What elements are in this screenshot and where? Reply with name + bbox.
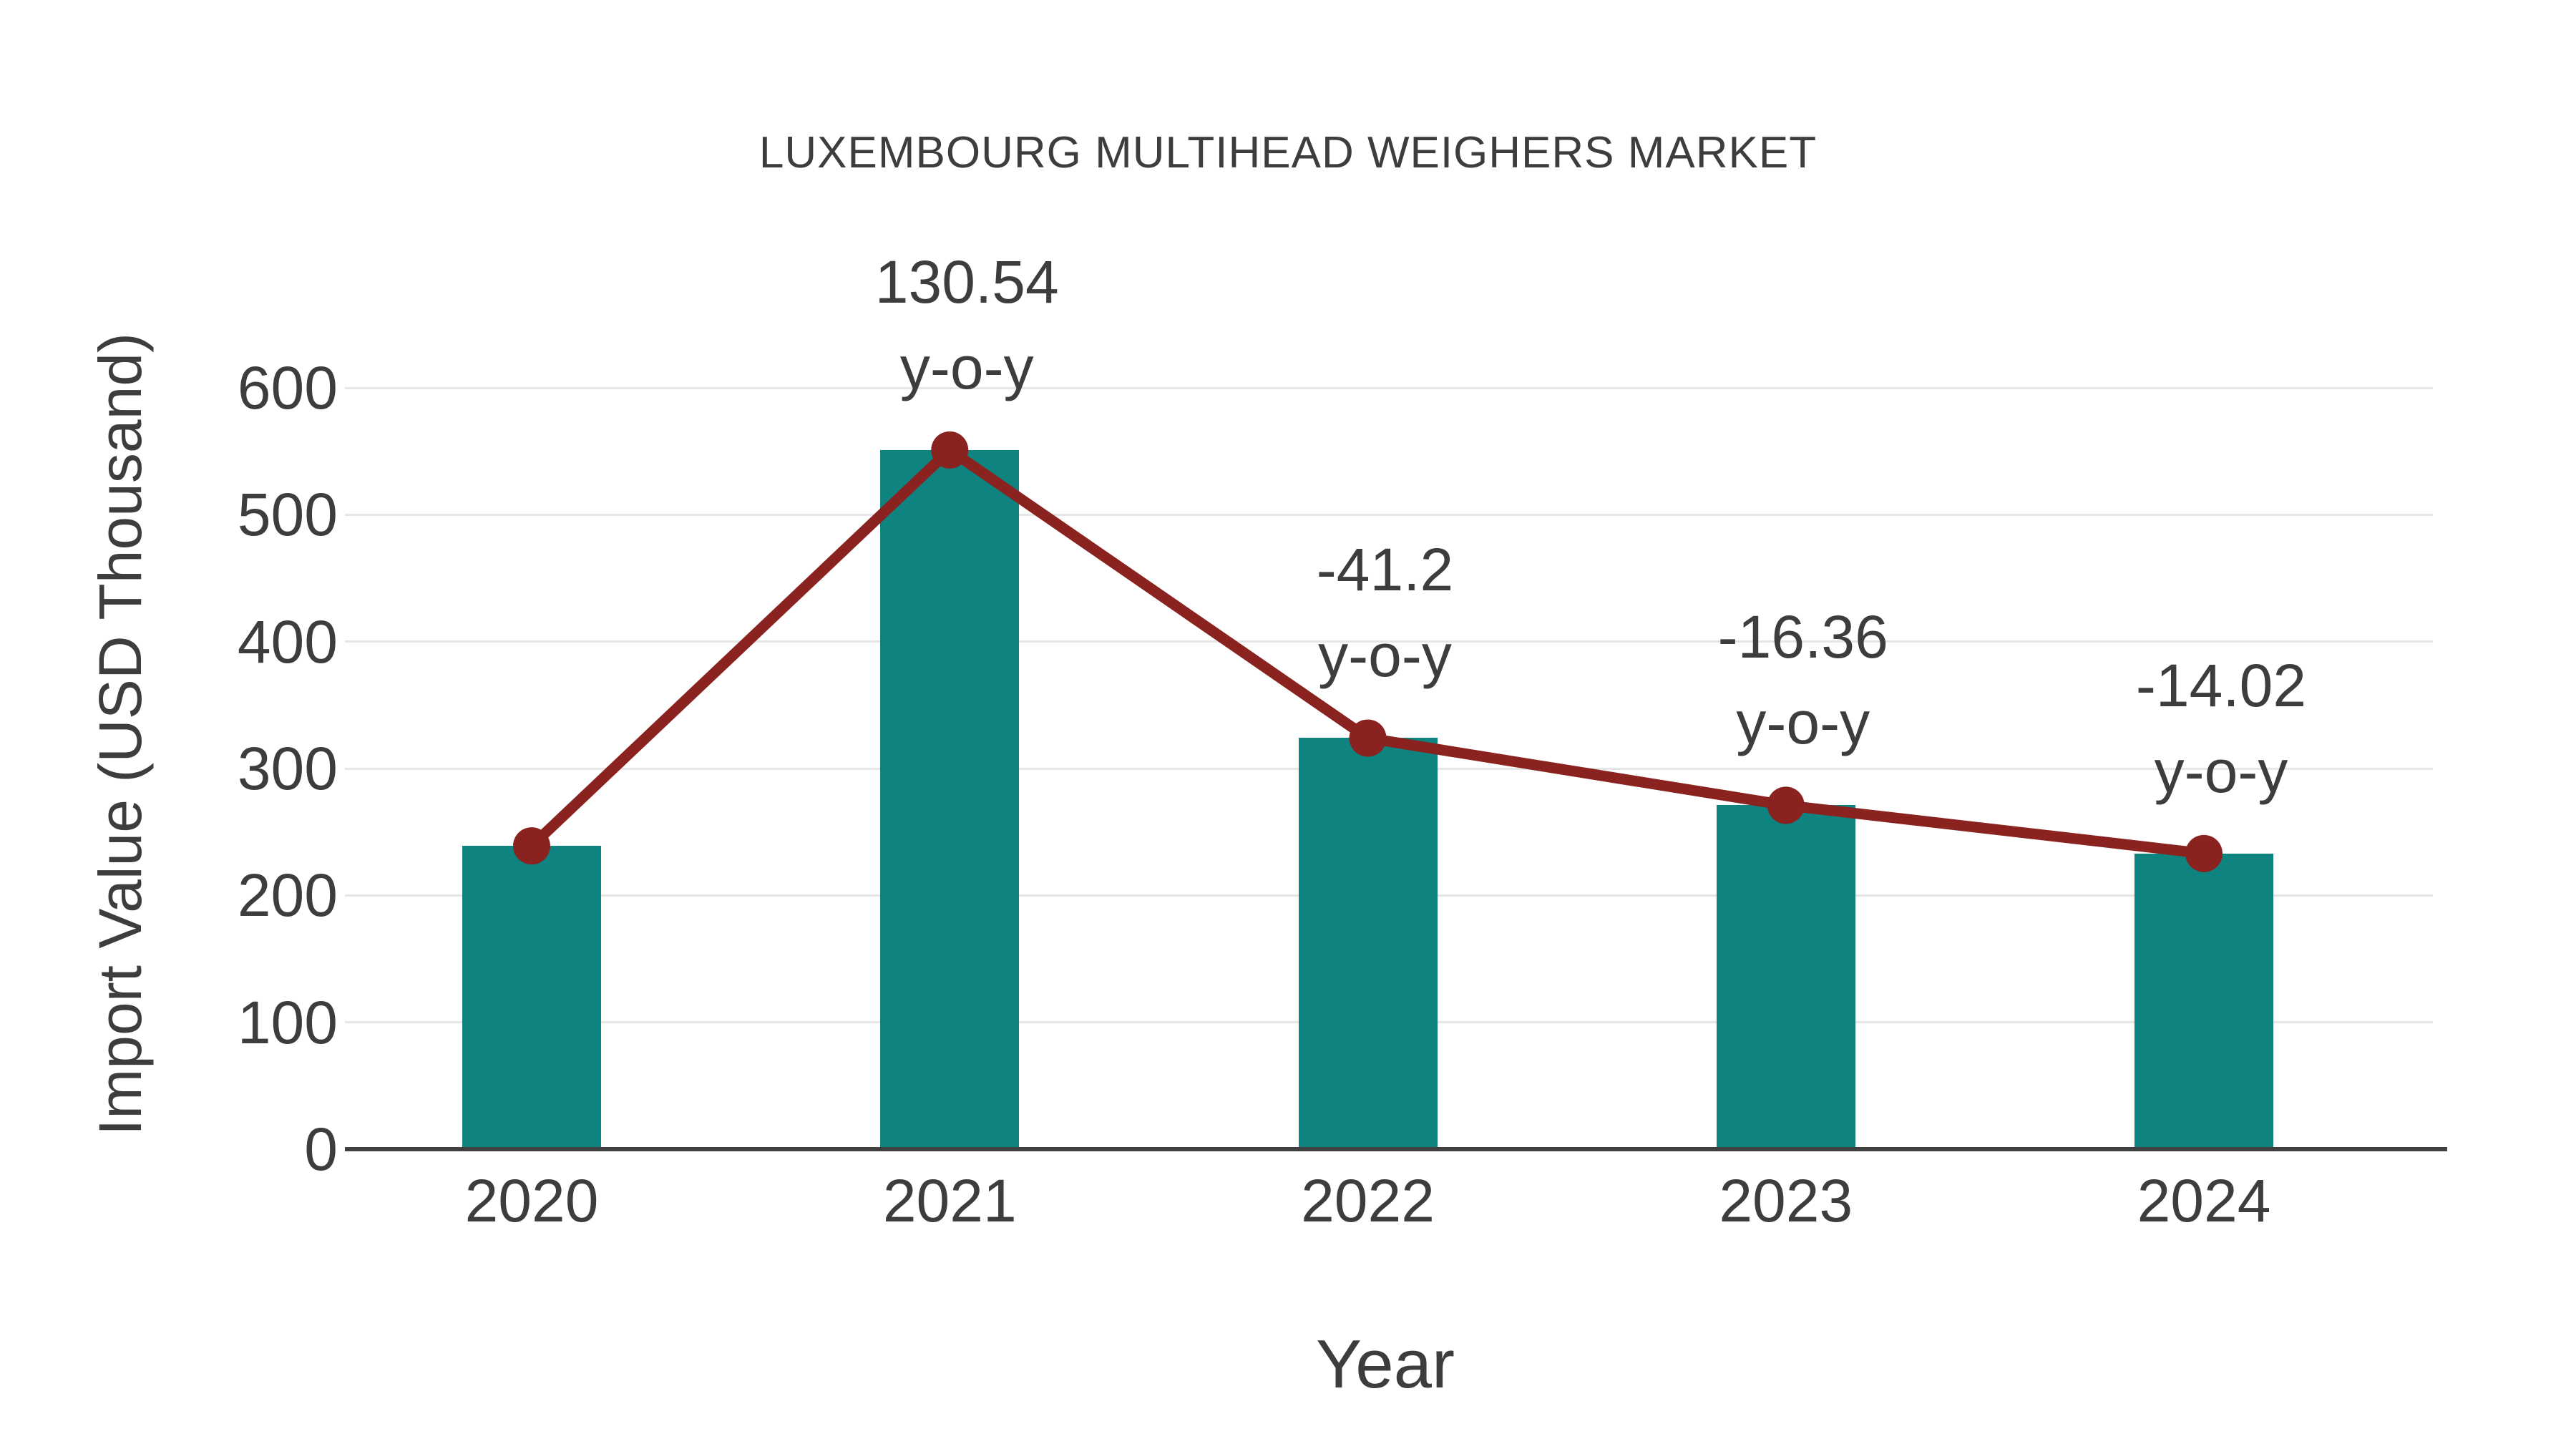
annotation-value-2021: 130.54	[874, 248, 1059, 316]
y-tick-label-100: 100	[237, 988, 338, 1056]
y-tick-label-200: 200	[237, 862, 338, 930]
y-tick-label-500: 500	[237, 481, 338, 549]
x-tick-label-2021: 2021	[882, 1167, 1017, 1234]
x-tick-label-2023: 2023	[1719, 1167, 1853, 1234]
y-tick-label-400: 400	[237, 608, 338, 675]
bar-2022	[1298, 738, 1438, 1149]
bar-2020	[462, 846, 601, 1149]
annotation-suffix-2022: y-o-y	[1318, 622, 1452, 690]
annotation-value-2024: -14.02	[2135, 651, 2307, 719]
gridline-600	[345, 386, 2433, 389]
x-axis-line	[345, 1147, 2447, 1151]
y-tick-label-0: 0	[304, 1116, 338, 1183]
y-tick-label-300: 300	[237, 735, 338, 802]
bar-2021	[880, 449, 1020, 1149]
gridline-500	[345, 513, 2433, 516]
annotation-suffix-2023: y-o-y	[1736, 689, 1870, 757]
y-tick-label-600: 600	[237, 354, 338, 421]
annotation-value-2022: -41.2	[1316, 536, 1454, 604]
x-axis-title: Year	[1316, 1326, 1455, 1402]
annotation-suffix-2021: y-o-y	[899, 333, 1034, 401]
x-tick-label-2022: 2022	[1301, 1167, 1435, 1234]
x-tick-label-2020: 2020	[464, 1167, 599, 1234]
annotation-value-2023: -16.36	[1717, 603, 1888, 671]
bar-2024	[2135, 853, 2273, 1149]
chart-title: LUXEMBOURG MULTIHEAD WEIGHERS MARKET	[758, 128, 1818, 177]
bar-2023	[1716, 805, 1855, 1149]
x-tick-label-2024: 2024	[2137, 1167, 2271, 1234]
annotation-suffix-2024: y-o-y	[2154, 737, 2288, 805]
